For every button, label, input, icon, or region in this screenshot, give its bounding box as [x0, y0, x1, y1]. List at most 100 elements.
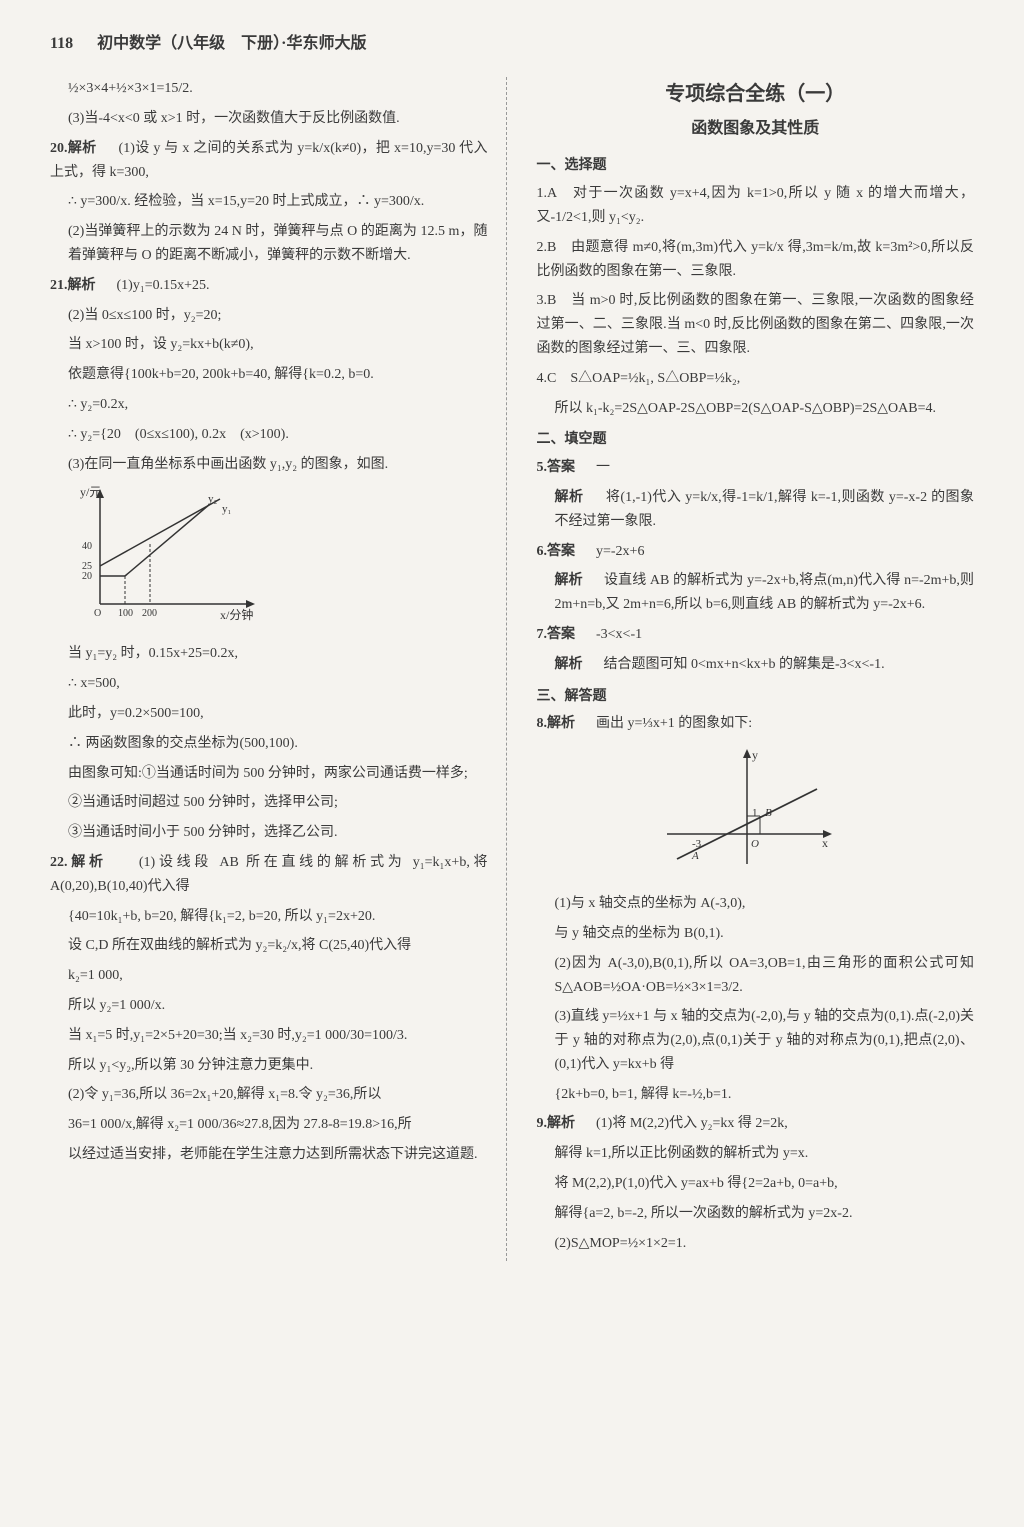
q6: 6.答案 y=-2x+6 [537, 540, 975, 564]
q8-text-e: (3)直线 y=½x+1 与 x 轴的交点为(-2,0),与 y 轴的交点为(0… [537, 1005, 975, 1076]
question-22: 22.解析 (1)设线段 AB 所在直线的解析式为 y₁=k₁x+b,将 A(0… [50, 851, 488, 899]
section-1: 一、选择题 [537, 154, 975, 178]
ytick: 25 [82, 561, 92, 572]
q21-text-l: 由图象可知:①当通话时间为 500 分钟时，两家公司通话费一样多; [50, 762, 488, 786]
graph-2: y x -3 A 1 B O [657, 744, 975, 884]
q7-label: 7.答案 [537, 627, 576, 642]
graph-1: y/元 x/分钟 20 25 40 O 100 200 y₂ y₁ [70, 484, 488, 634]
question-21: 21.解析 (1)y₁=0.15x+25. [50, 274, 488, 298]
q9-text-c: 将 M(2,2),P(1,0)代入 y=ax+b 得{2=2a+b, 0=a+b… [537, 1172, 975, 1196]
left-column: ½×3×4+½×3×1=15/2. (3)当-4<x<0 或 x>1 时，一次函… [50, 77, 507, 1261]
q8-text-a: 画出 y=⅓x+1 的图象如下: [596, 716, 752, 731]
book-title: 初中数学（八年级 下册）·华东师大版 [97, 35, 366, 52]
series-label: y₂ [208, 493, 218, 505]
q7: 7.答案 -3<x<-1 [537, 623, 975, 647]
q21-text-e: ∴ y₂=0.2x, [50, 393, 488, 417]
q9-text-a: (1)将 M(2,2)代入 y₂=kx 得 2=2k, [596, 1116, 788, 1131]
q20-text-b: ∴ y=300/x. 经检验，当 x=15,y=20 时上式成立，∴ y=300… [50, 190, 488, 214]
q22-text-e: 所以 y₂=1 000/x. [50, 994, 488, 1018]
q21-text-n: ③当通话时间小于 500 分钟时，选择乙公司. [50, 821, 488, 845]
practice-title: 专项综合全练（一） [537, 77, 975, 111]
q8-text-f: {2k+b=0, b=1, 解得 k=-½,b=1. [537, 1083, 975, 1107]
q22-text-g: 所以 y₁<y₂,所以第 30 分钟注意力更集中. [50, 1054, 488, 1078]
q21-text-g: (3)在同一直角坐标系中画出函数 y₁,y₂ 的图象，如图. [50, 453, 488, 477]
page-number: 118 [50, 35, 73, 52]
line-chart-svg-2: y x -3 A 1 B O [657, 744, 837, 884]
q22-label: 22.解析 [50, 855, 107, 870]
q20-text-c: (2)当弹簧秤上的示数为 24 N 时，弹簧秤与点 O 的距离为 12.5 m，… [50, 220, 488, 268]
q2: 2.B 由题意得 m≠0,将(m,3m)代入 y=k/x 得,3m=k/m,故 … [537, 236, 975, 284]
two-column-layout: ½×3×4+½×3×1=15/2. (3)当-4<x<0 或 x>1 时，一次函… [50, 77, 974, 1261]
q7-answer: -3<x<-1 [596, 627, 642, 642]
ytick: 40 [82, 541, 92, 552]
q21-text-j: 此时，y=0.2×500=100, [50, 702, 488, 726]
q1: 1.A 对于一次函数 y=x+4,因为 k=1>0,所以 y 随 x 的增大而增… [537, 182, 975, 230]
text-line: ½×3×4+½×3×1=15/2. [50, 77, 488, 101]
q22-text-j: 以经过适当安排，老师能在学生注意力达到所需状态下讲完这道题. [50, 1143, 488, 1167]
point-B: 1 [752, 807, 758, 819]
q21-text-m: ②当通话时间超过 500 分钟时，选择甲公司; [50, 791, 488, 815]
section-3: 三、解答题 [537, 685, 975, 709]
line-chart-svg: y/元 x/分钟 20 25 40 O 100 200 y₂ y₁ [70, 484, 270, 634]
q21-text-d: 依题意得{100k+b=20, 200k+b=40, 解得{k=0.2, b=0… [50, 363, 488, 387]
q21-label: 21.解析 [50, 278, 96, 293]
q5-answer: 一 [596, 460, 610, 475]
right-column: 专项综合全练（一） 函数图象及其性质 一、选择题 1.A 对于一次函数 y=x+… [527, 77, 975, 1261]
ylabel: y/元 [80, 485, 101, 499]
question-20: 20.解析 (1)设 y 与 x 之间的关系式为 y=k/x(k≠0)，把 x=… [50, 137, 488, 185]
q20-text-a: (1)设 y 与 x 之间的关系式为 y=k/x(k≠0)，把 x=10,y=3… [50, 141, 488, 180]
axis-x: x [822, 836, 828, 850]
axis-y: y [752, 748, 758, 762]
q21-text-f: ∴ y₂={20 (0≤x≤100), 0.2x (x>100). [50, 423, 488, 447]
q21-text-c: 当 x>100 时，设 y₂=kx+b(k≠0), [50, 333, 488, 357]
q8-text-b: (1)与 x 轴交点的坐标为 A(-3,0), [537, 892, 975, 916]
q6-exp: 解析 设直线 AB 的解析式为 y=-2x+b,将点(m,n)代入得 n=-2m… [537, 569, 975, 617]
series-label: y₁ [222, 503, 232, 515]
q6-exp-text: 设直线 AB 的解析式为 y=-2x+b,将点(m,n)代入得 n=-2m+b,… [555, 573, 975, 612]
origin: O [751, 838, 759, 850]
q21-text-i: ∴ x=500, [50, 672, 488, 696]
q7-exp: 解析 结合题图可知 0<mx+n<kx+b 的解集是-3<x<-1. [537, 653, 975, 677]
practice-subtitle: 函数图象及其性质 [537, 115, 975, 142]
q9-label: 9.解析 [537, 1116, 576, 1131]
q20-label: 20.解析 [50, 141, 97, 156]
ytick: 20 [82, 571, 92, 582]
q6-exp-label: 解析 [555, 573, 583, 588]
q21-text-b: (2)当 0≤x≤100 时，y₂=20; [50, 304, 488, 328]
q22-text-b: {40=10k₁+b, b=20, 解得{k₁=2, b=20, 所以 y₁=2… [50, 905, 488, 929]
q5-exp-text: 将(1,-1)代入 y=k/x,得-1=k/1,解得 k=-1,则函数 y=-x… [555, 490, 975, 529]
text-line: (3)当-4<x<0 或 x>1 时，一次函数值大于反比例函数值. [50, 107, 488, 131]
q8-label: 8.解析 [537, 716, 576, 731]
svg-text:B: B [765, 807, 772, 819]
q8: 8.解析 画出 y=⅓x+1 的图象如下: [537, 712, 975, 736]
page-header: 118 初中数学（八年级 下册）·华东师大版 [50, 30, 974, 57]
svg-text:A: A [691, 850, 699, 862]
q5-exp: 解析 将(1,-1)代入 y=k/x,得-1=k/1,解得 k=-1,则函数 y… [537, 486, 975, 534]
q5-label: 5.答案 [537, 460, 576, 475]
q9: 9.解析 (1)将 M(2,2)代入 y₂=kx 得 2=2k, [537, 1112, 975, 1136]
q4-b: 所以 k₁-k₂=2S△OAP-2S△OBP=2(S△OAP-S△OBP)=2S… [537, 397, 975, 421]
q9-text-e: (2)S△MOP=½×1×2=1. [537, 1232, 975, 1256]
point-A: -3 [692, 838, 702, 850]
q8-text-c: 与 y 轴交点的坐标为 B(0,1). [537, 922, 975, 946]
q6-answer: y=-2x+6 [596, 544, 644, 559]
q9-text-d: 解得{a=2, b=-2, 所以一次函数的解析式为 y=2x-2. [537, 1202, 975, 1226]
q21-text-a: (1)y₁=0.15x+25. [117, 278, 210, 293]
q5-exp-label: 解析 [555, 490, 584, 505]
q22-text-i: 36=1 000/x,解得 x₂=1 000/36≈27.8,因为 27.8-8… [50, 1113, 488, 1137]
q8-text-d: (2)因为 A(-3,0),B(0,1),所以 OA=3,OB=1,由三角形的面… [537, 952, 975, 1000]
q22-text-h: (2)令 y₁=36,所以 36=2x₁+20,解得 x₁=8.令 y₂=36,… [50, 1083, 488, 1107]
q5: 5.答案 一 [537, 456, 975, 480]
q21-text-k: ∴ 两函数图象的交点坐标为(500,100). [50, 732, 488, 756]
xtick: 100 [118, 608, 133, 619]
q3: 3.B 当 m>0 时,反比例函数的图象在第一、三象限,一次函数的图象经过第一、… [537, 289, 975, 360]
xtick: O [94, 608, 101, 619]
q22-text-d: k₂=1 000, [50, 964, 488, 988]
q22-text-f: 当 x₁=5 时,y₁=2×5+20=30;当 x₂=30 时,y₂=1 000… [50, 1024, 488, 1048]
q22-text-c: 设 C,D 所在双曲线的解析式为 y₂=k₂/x,将 C(25,40)代入得 [50, 934, 488, 958]
q21-text-h: 当 y₁=y₂ 时，0.15x+25=0.2x, [50, 642, 488, 666]
section-2: 二、填空题 [537, 428, 975, 452]
q6-label: 6.答案 [537, 544, 576, 559]
q4-a: 4.C S△OAP=½k₁, S△OBP=½k₂, [537, 367, 975, 391]
q9-text-b: 解得 k=1,所以正比例函数的解析式为 y=x. [537, 1142, 975, 1166]
